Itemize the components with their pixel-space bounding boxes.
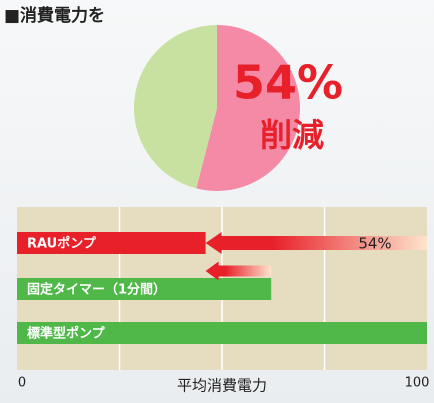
big-value-label: 54% (233, 56, 343, 110)
title: ■消費電力を (4, 5, 105, 26)
x-tick-label: 0 (18, 376, 26, 391)
infographic: ■消費電力を 54% 削減 RAUポンプ固定タイマー（1分間） 標準型ポンプ 54% 0 1… (0, 0, 434, 403)
bar-label: RAUポンプ (27, 236, 97, 252)
x-axis-label: 平均消費電力 (177, 377, 267, 395)
arrow-label: 54% (358, 235, 391, 253)
bar-label: 固定タイマー（1分間） (27, 282, 166, 298)
annotation: 削減 (260, 116, 324, 154)
x-tick-label: 100 (405, 376, 430, 391)
bar-label: 標準型ポンプ (27, 326, 106, 342)
